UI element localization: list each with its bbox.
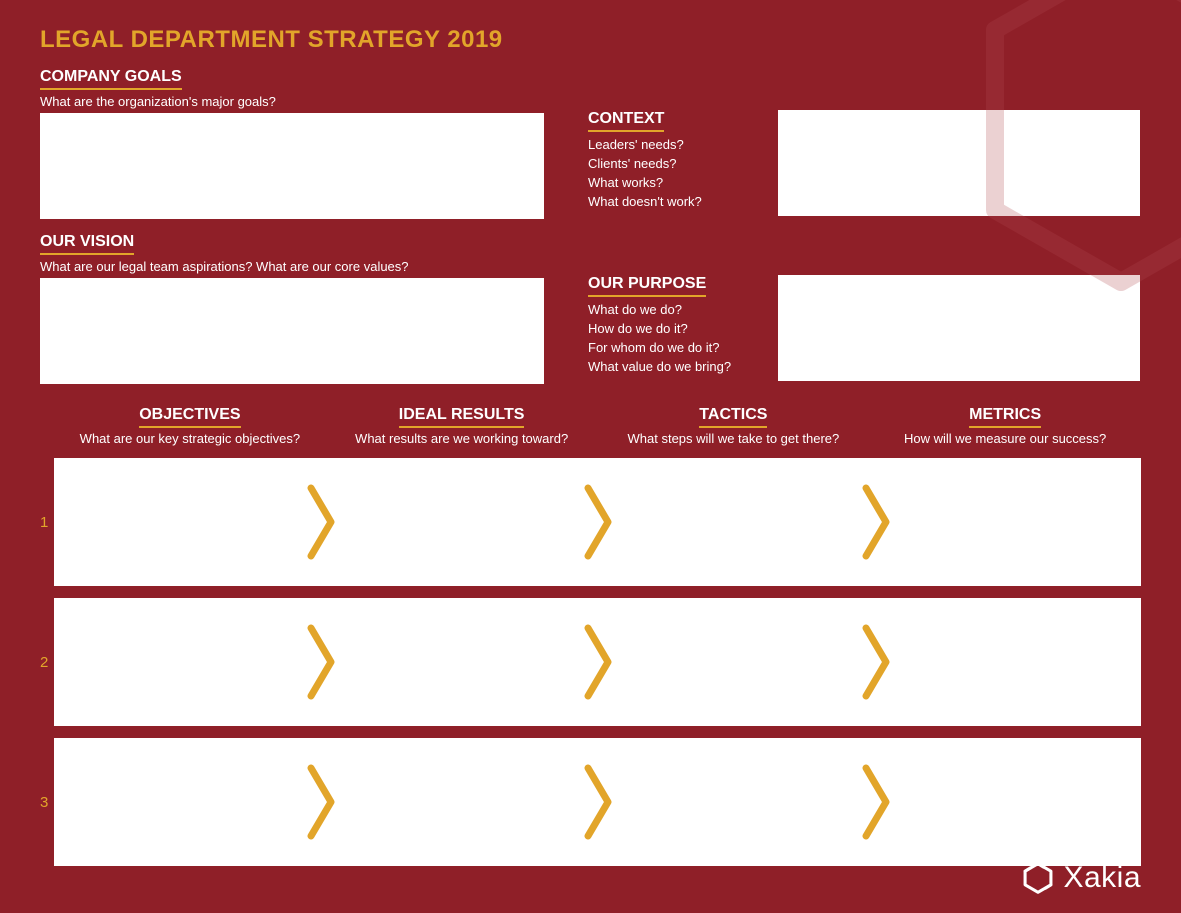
context-heading: CONTEXT (588, 110, 664, 132)
col-title: TACTICS (699, 406, 767, 428)
chevron-right-icon (862, 482, 892, 562)
vision-purpose-row: OUR VISION What are our legal team aspir… (40, 233, 1141, 384)
vision-block: OUR VISION What are our legal team aspir… (40, 233, 588, 384)
col-title: OBJECTIVES (139, 406, 240, 428)
col-tactics: TACTICS What steps will we take to get t… (598, 406, 870, 446)
strategy-row: 2 (40, 598, 1141, 726)
chevron-right-icon (862, 762, 892, 842)
strategy-headers: OBJECTIVES What are our key strategic ob… (40, 406, 1141, 446)
purpose-heading: OUR PURPOSE (588, 275, 706, 297)
vision-heading: OUR VISION (40, 233, 134, 255)
goals-heading: COMPANY GOALS (40, 68, 182, 90)
context-box-col (778, 68, 1140, 219)
goals-input-box[interactable] (40, 113, 544, 219)
purpose-box-col (778, 233, 1140, 384)
context-prompt: Clients' needs? (588, 155, 778, 174)
brand-name: Xakia (1063, 861, 1141, 895)
chevron-right-icon (584, 482, 614, 562)
col-subtitle: How will we measure our success? (869, 431, 1141, 446)
purpose-prompt: For whom do we do it? (588, 339, 778, 358)
page-root: LEGAL DEPARTMENT STRATEGY 2019 COMPANY G… (0, 0, 1181, 913)
purpose-prompt: How do we do it? (588, 320, 778, 339)
col-ideal-results: IDEAL RESULTS What results are we workin… (326, 406, 598, 446)
goals-block: COMPANY GOALS What are the organization'… (40, 68, 588, 219)
chevron-right-icon (307, 762, 337, 842)
purpose-prompt: What do we do? (588, 301, 778, 320)
strategy-row-box[interactable] (54, 458, 1141, 586)
strategy-row: 1 (40, 458, 1141, 586)
col-title: IDEAL RESULTS (399, 406, 525, 428)
purpose-block: OUR PURPOSE What do we do? How do we do … (588, 233, 778, 384)
chevron-right-icon (307, 622, 337, 702)
context-prompt: Leaders' needs? (588, 136, 778, 155)
page-title: LEGAL DEPARTMENT STRATEGY 2019 (40, 26, 1141, 54)
goals-subtitle: What are the organization's major goals? (40, 94, 544, 109)
chevron-right-icon (584, 762, 614, 842)
row-number: 3 (40, 794, 54, 811)
vision-input-box[interactable] (40, 278, 544, 384)
col-subtitle: What are our key strategic objectives? (54, 431, 326, 446)
chevron-right-icon (584, 622, 614, 702)
context-prompt: What works? (588, 174, 778, 193)
brand-logo: Xakia (1021, 861, 1141, 895)
purpose-input-box[interactable] (778, 275, 1140, 381)
col-title: METRICS (969, 406, 1041, 428)
strategy-row-box[interactable] (54, 598, 1141, 726)
goals-context-row: COMPANY GOALS What are the organization'… (40, 68, 1141, 219)
purpose-prompt: What value do we bring? (588, 358, 778, 377)
col-subtitle: What steps will we take to get there? (598, 431, 870, 446)
vision-subtitle: What are our legal team aspirations? Wha… (40, 259, 544, 274)
strategy-row: 3 (40, 738, 1141, 866)
col-subtitle: What results are we working toward? (326, 431, 598, 446)
chevron-right-icon (862, 622, 892, 702)
row-number: 1 (40, 514, 54, 531)
context-input-box[interactable] (778, 110, 1140, 216)
strategy-rows: 1 2 3 (40, 458, 1141, 866)
context-prompt: What doesn't work? (588, 193, 778, 212)
row-number: 2 (40, 654, 54, 671)
col-objectives: OBJECTIVES What are our key strategic ob… (54, 406, 326, 446)
logo-hex-icon (1021, 861, 1055, 895)
chevron-right-icon (307, 482, 337, 562)
strategy-row-box[interactable] (54, 738, 1141, 866)
col-metrics: METRICS How will we measure our success? (869, 406, 1141, 446)
context-block: CONTEXT Leaders' needs? Clients' needs? … (588, 68, 778, 219)
